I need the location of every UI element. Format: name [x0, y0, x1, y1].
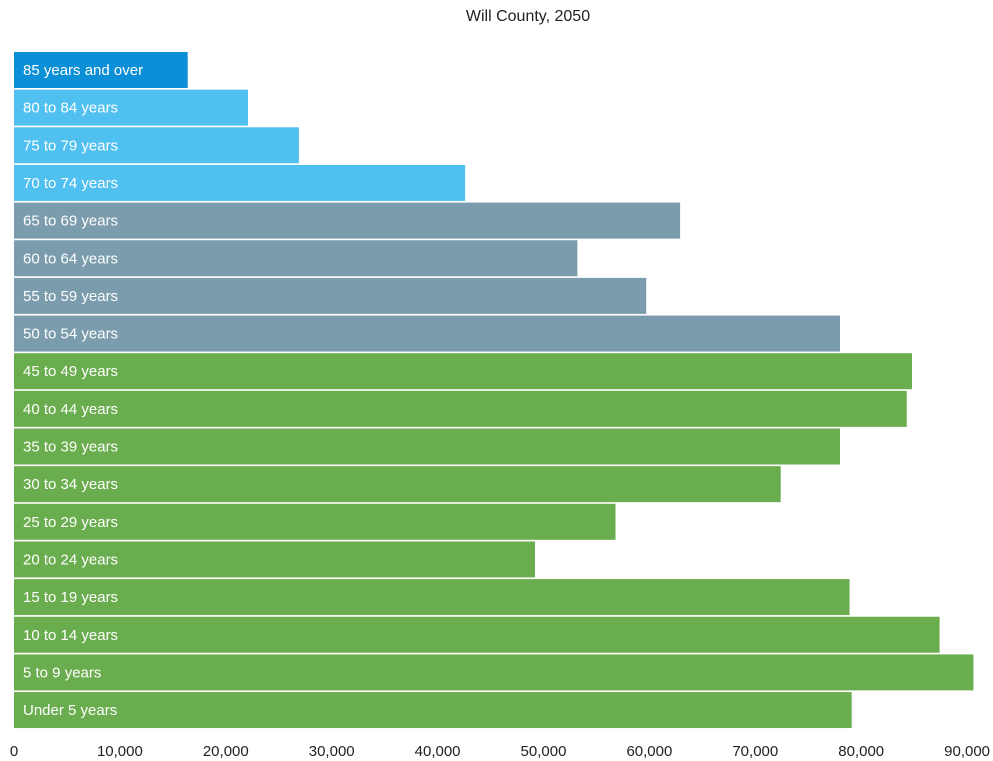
- bar-6: [14, 277, 647, 314]
- x-tick-label: 90,000: [944, 743, 990, 760]
- bar-16: [14, 654, 974, 691]
- category-label: 75 to 79 years: [23, 137, 118, 154]
- x-tick-label: 50,000: [521, 743, 567, 760]
- category-label: 40 to 44 years: [23, 401, 118, 418]
- bar-15: [14, 616, 940, 653]
- category-label: 10 to 14 years: [23, 627, 118, 644]
- category-label: 35 to 39 years: [23, 439, 118, 456]
- x-tick-label: 10,000: [97, 743, 143, 760]
- category-label: 55 to 59 years: [23, 288, 118, 305]
- category-label: Under 5 years: [23, 702, 117, 719]
- category-label: 20 to 24 years: [23, 551, 118, 568]
- bar-labels-layer: 85 years and over 80 to 84 years 75 to 79 …: [23, 62, 143, 719]
- bar-7: [14, 315, 841, 352]
- bar-14: [14, 579, 850, 616]
- bars-layer: [14, 52, 974, 729]
- chart-title: Will County, 2050: [465, 8, 591, 25]
- x-tick-label: 60,000: [626, 743, 672, 760]
- bar-17: [14, 692, 852, 729]
- bar-12: [14, 503, 616, 540]
- bar-0: [14, 52, 188, 88]
- bar-13: [14, 541, 536, 578]
- x-tick-label: 80,000: [838, 743, 884, 760]
- x-tick-label: 20,000: [203, 743, 249, 760]
- category-label: 5 to 9 years: [23, 664, 101, 681]
- category-label: 50 to 54 years: [23, 326, 118, 343]
- category-label: 45 to 49 years: [23, 363, 118, 380]
- bar-5: [14, 240, 578, 277]
- bar-9: [14, 390, 907, 427]
- bar-4: [14, 202, 681, 239]
- category-label: 80 to 84 years: [23, 100, 118, 117]
- x-tick-label: 30,000: [309, 743, 355, 760]
- category-label: 65 to 69 years: [23, 213, 118, 230]
- bar-8: [14, 353, 913, 390]
- bar-10: [14, 428, 841, 465]
- x-axis: 0 10,000 20,000 30,000 40,000 50,000 60,000 70,…: [10, 743, 990, 760]
- bar-1: [14, 89, 249, 126]
- x-tick-label: 0: [10, 743, 18, 760]
- category-label: 85 years and over: [23, 62, 143, 79]
- category-label: 70 to 74 years: [23, 175, 118, 192]
- category-label: 30 to 34 years: [23, 476, 118, 493]
- category-label: 15 to 19 years: [23, 589, 118, 606]
- category-label: 25 to 29 years: [23, 514, 118, 531]
- category-label: 60 to 64 years: [23, 250, 118, 267]
- bar-11: [14, 466, 781, 503]
- x-tick-label: 40,000: [415, 743, 461, 760]
- x-tick-label: 70,000: [732, 743, 778, 760]
- bar-3: [14, 164, 466, 201]
- bar-2: [14, 127, 299, 164]
